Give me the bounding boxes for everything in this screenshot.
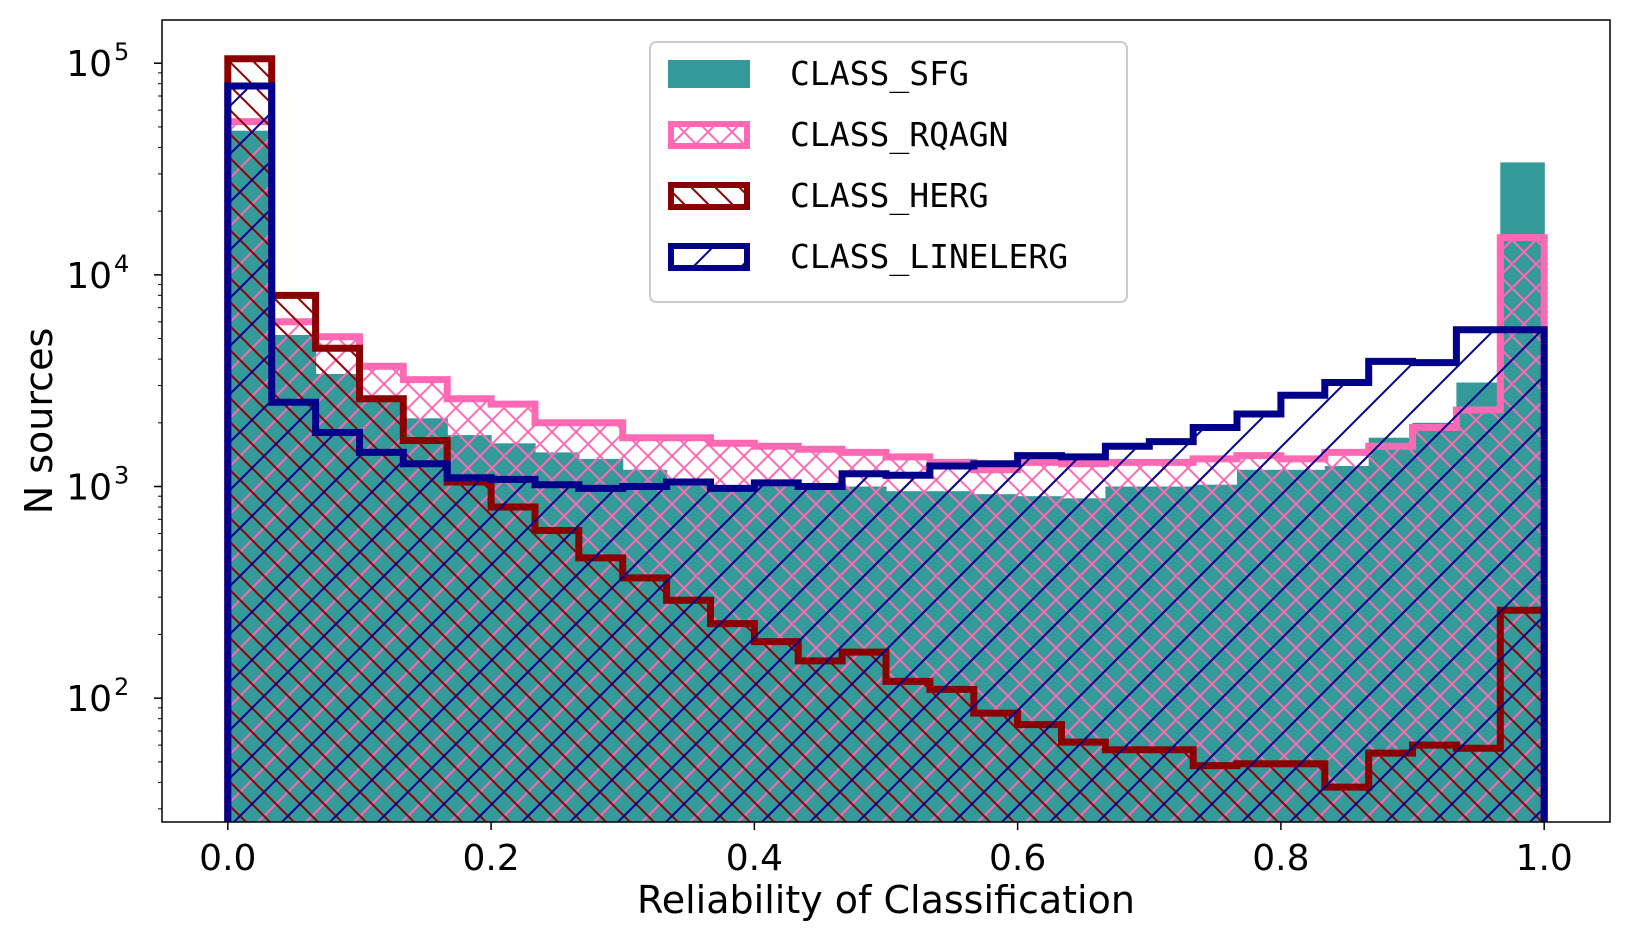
- y-tick-label: 10: [66, 679, 112, 720]
- x-tick-label: 0.6: [989, 838, 1046, 879]
- legend-swatch-class-sfg: [668, 60, 750, 88]
- x-tick-label: 0.4: [726, 838, 783, 879]
- y-tick-exponent: 2: [114, 673, 129, 701]
- legend-label-class-linelerg: CLASS_LINELERG: [790, 237, 1068, 277]
- legend-label-class-herg: CLASS_HERG: [790, 176, 989, 216]
- y-axis-label: N sources: [17, 328, 61, 515]
- x-tick-label: 0.8: [1252, 838, 1309, 879]
- legend-label-class-rqagn: CLASS_RQAGN: [790, 115, 1009, 155]
- x-tick-label: 0.2: [462, 838, 519, 879]
- y-tick-exponent: 3: [114, 462, 129, 490]
- x-tick-label: 1.0: [1516, 838, 1573, 879]
- series-layer: [224, 55, 1548, 822]
- x-tick-label: 0.0: [199, 838, 256, 879]
- outline-class-linelerg: [224, 82, 1548, 822]
- legend-swatch-class-linelerg: [668, 243, 750, 271]
- y-tick-exponent: 4: [114, 250, 129, 278]
- legend-frame: [649, 41, 1128, 303]
- y-tick-exponent: 5: [114, 38, 129, 66]
- x-axis: 0.0 0.2 0.4 0.6 0.8 1.0: [199, 822, 1573, 879]
- legend-swatch-class-rqagn: [668, 121, 750, 149]
- plot-frame: [161, 19, 1611, 823]
- legend-label-class-sfg: CLASS_SFG: [790, 54, 969, 94]
- legend-swatch-class-herg: [668, 182, 750, 210]
- x-axis-label: Reliability of Classification: [637, 878, 1135, 922]
- hatch-class-linelerg: [227, 86, 1545, 822]
- y-tick-label: 10: [66, 44, 112, 85]
- series-class-linelerg: [224, 82, 1548, 822]
- legend: CLASS_SFG CLASS_RQAGN CLASS_HERG CLASS_LINE…: [649, 41, 1128, 303]
- y-tick-label: 10: [66, 468, 112, 509]
- y-tick-label: 10: [66, 256, 112, 297]
